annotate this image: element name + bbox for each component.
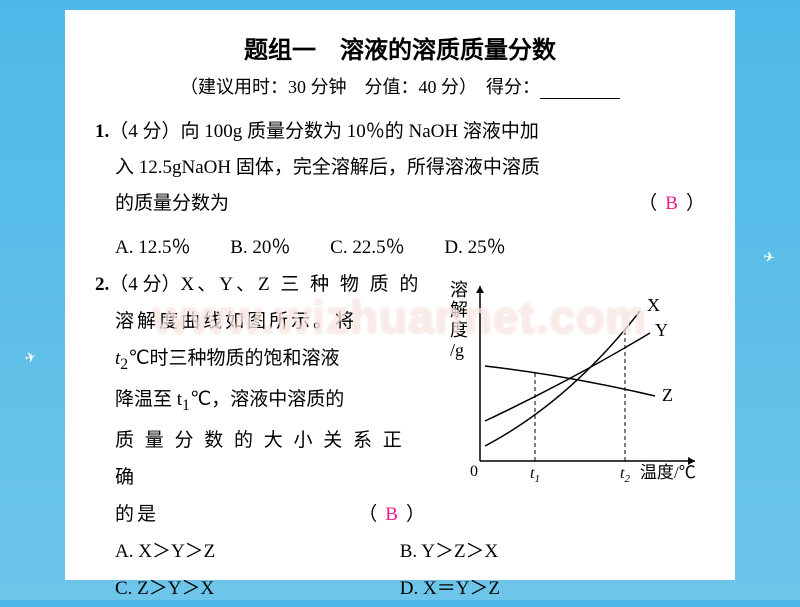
- q2-t1-sub: 1: [182, 397, 190, 414]
- score-blank: [540, 98, 620, 99]
- q1-points: （4 分）: [109, 121, 180, 142]
- exam-info: （建议用时：30 分钟 分值：40 分） 得分：: [95, 73, 705, 99]
- label-y: Y: [655, 320, 668, 340]
- q1-answer: B: [657, 193, 686, 214]
- q2-points: （4 分）: [109, 274, 180, 295]
- q1-opt-b: B. 20％: [230, 230, 290, 266]
- q2-opt-d: D. X＝Y＞Z: [400, 570, 680, 607]
- q1-opt-c: C. 22.5％: [330, 230, 404, 266]
- t2-label: t2: [620, 465, 630, 485]
- q2-l4a: 降温至 t: [115, 389, 182, 410]
- q1-line1: 向 100g 质量分数为 10％的 NaOH 溶液中加: [181, 121, 539, 142]
- q2-opt-c: C. Z＞Y＞X: [115, 570, 395, 607]
- ylabel-3: 度: [450, 320, 468, 340]
- q1-number: 1.: [95, 121, 109, 142]
- exam-paper: 题组一 溶液的溶质质量分数 （建议用时：30 分钟 分值：40 分） 得分： 1…: [65, 10, 735, 580]
- q2-answer: B: [377, 504, 406, 525]
- q2-l6: 的是: [115, 504, 159, 525]
- origin: 0: [470, 463, 478, 480]
- q2-number: 2.: [95, 274, 109, 295]
- q2-options: A. X＞Y＞Z B. Y＞Z＞X C. Z＞Y＞X D. X＝Y＞Z: [95, 533, 705, 607]
- q2-answer-paren: （B）: [358, 496, 425, 533]
- yunit: /g: [450, 340, 464, 360]
- t1-label: t1: [530, 465, 540, 485]
- question-2: 2.（4 分）X、Y、Z 三 种 物 质 的 溶解度曲线如图所示。将 t2 ℃时三…: [95, 266, 705, 607]
- curve-z: [485, 366, 655, 396]
- q2-opt-b: B. Y＞Z＞X: [400, 533, 680, 570]
- q2-l5: 质 量 分 数 的 大 小 关 系 正 确: [95, 422, 425, 496]
- q2-t2-sub: 2: [120, 356, 128, 373]
- curve-x: [485, 311, 640, 446]
- time-score-label: （建议用时：30 分钟 分值：40 分） 得分：: [180, 77, 540, 97]
- q1-opt-a: A. 12.5％: [115, 230, 190, 266]
- label-x: X: [647, 295, 660, 315]
- q1-opt-d: D. 25％: [444, 230, 505, 266]
- group-title: 题组一 溶液的溶质质量分数: [95, 30, 705, 65]
- question-1: 1.（4 分）向 100g 质量分数为 10％的 NaOH 溶液中加 入 12.…: [95, 114, 705, 222]
- decorative-bird: ✈: [762, 249, 777, 268]
- q1-options: A. 12.5％ B. 20％ C. 22.5％ D. 25％: [95, 230, 705, 266]
- solubility-chart: 溶 解 度 /g X Y Z 0 t1 t2 温度/℃: [440, 271, 710, 491]
- y-arrow: [476, 286, 484, 293]
- ylabel-1: 溶: [450, 280, 468, 300]
- q2-l4b: ℃，溶液中溶质的: [190, 389, 344, 410]
- ylabel-2: 解: [450, 300, 468, 320]
- q1-answer-paren: （B）: [638, 186, 705, 222]
- decorative-bird: ✈: [23, 349, 39, 368]
- q2-l3b: ℃时三种物质的饱和溶液: [128, 348, 339, 369]
- xlabel: 温度/℃: [640, 463, 696, 482]
- q2-l2: 溶解度曲线如图所示。将: [95, 303, 425, 340]
- label-z: Z: [662, 385, 673, 405]
- q1-line3: 的质量分数为: [115, 193, 229, 214]
- q2-l1: X、Y、Z 三 种 物 质 的: [181, 274, 422, 295]
- q1-line2: 入 12.5gNaOH 固体，完全溶解后，所得溶液中溶质: [95, 150, 705, 186]
- q2-opt-a: A. X＞Y＞Z: [115, 533, 395, 570]
